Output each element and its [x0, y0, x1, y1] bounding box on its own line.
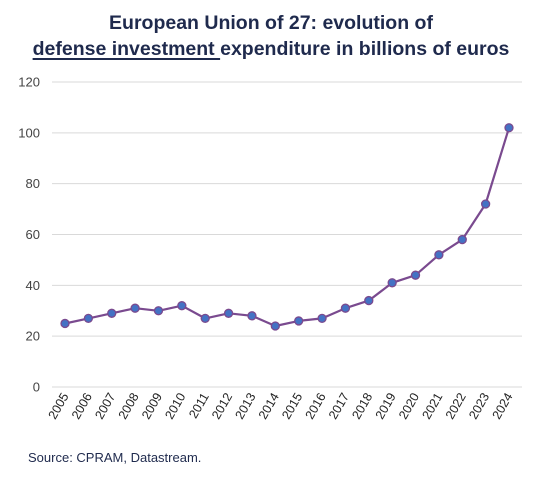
x-tick-label-2013: 2013 [233, 390, 259, 421]
data-point-2009 [153, 306, 164, 316]
series-line [64, 127, 511, 328]
data-point-2022 [457, 234, 467, 245]
data-point-2017 [340, 303, 351, 313]
x-tick-label-2007: 2007 [92, 390, 118, 421]
x-axis-ticks: 2005200620072008200920102011201220132014… [46, 390, 516, 421]
data-point-2015 [294, 316, 304, 326]
data-point-2010 [177, 301, 187, 311]
x-tick-label-2022: 2022 [443, 390, 469, 421]
data-point-2020 [410, 270, 421, 280]
x-tick-label-2008: 2008 [116, 390, 142, 421]
x-tick-label-2016: 2016 [303, 390, 329, 421]
y-tick-label-100: 100 [18, 125, 40, 140]
x-tick-label-2024: 2024 [490, 390, 516, 421]
series-group [60, 123, 514, 331]
data-point-2023 [480, 199, 491, 209]
title-line-2-rest: expenditure in billions of euros [220, 38, 510, 60]
data-point-2018 [364, 295, 374, 306]
x-tick-label-2019: 2019 [373, 390, 399, 421]
y-tick-label-80: 80 [26, 176, 40, 191]
source-note: Source: CPRAM, Datastream. [28, 450, 202, 465]
y-tick-label-40: 40 [26, 278, 40, 293]
data-point-2016 [317, 313, 327, 324]
data-point-2005 [60, 318, 70, 329]
x-tick-label-2009: 2009 [139, 390, 165, 421]
x-tick-label-2006: 2006 [69, 390, 95, 421]
data-point-2007 [107, 308, 117, 318]
x-tick-label-2014: 2014 [256, 390, 282, 421]
data-point-2006 [83, 313, 94, 324]
data-point-2021 [434, 250, 444, 260]
data-point-2013 [247, 311, 257, 321]
title-underlined-phrase: defense investment [32, 38, 221, 60]
x-tick-label-2020: 2020 [396, 390, 422, 421]
x-tick-label-2010: 2010 [162, 390, 188, 421]
data-point-2011 [200, 313, 210, 324]
x-tick-label-2018: 2018 [349, 390, 375, 421]
data-point-2024 [504, 123, 514, 133]
y-axis-ticks: 0 20 40 60 80 100 120 [18, 75, 40, 395]
data-point-2014 [270, 321, 280, 331]
title-line-1: European Union of 27: evolution of [109, 12, 433, 34]
x-tick-label-2012: 2012 [209, 390, 235, 421]
title-line-2: defense investment expenditure in billio… [0, 36, 542, 62]
chart-title: European Union of 27: evolution of defen… [0, 10, 542, 62]
x-tick-label-2005: 2005 [46, 390, 72, 421]
y-tick-label-20: 20 [26, 329, 40, 344]
x-tick-label-2023: 2023 [466, 390, 492, 421]
x-tick-label-2011: 2011 [186, 390, 212, 420]
data-point-2019 [387, 278, 397, 288]
y-tick-label-120: 120 [18, 75, 40, 90]
gridlines [52, 81, 522, 388]
y-tick-label-0: 0 [33, 380, 40, 395]
data-point-2012 [223, 308, 234, 318]
y-tick-label-60: 60 [26, 227, 40, 242]
x-tick-label-2021: 2021 [419, 390, 445, 421]
data-point-2008 [130, 303, 140, 313]
x-tick-label-2017: 2017 [326, 390, 352, 421]
x-tick-label-2015: 2015 [279, 390, 305, 421]
